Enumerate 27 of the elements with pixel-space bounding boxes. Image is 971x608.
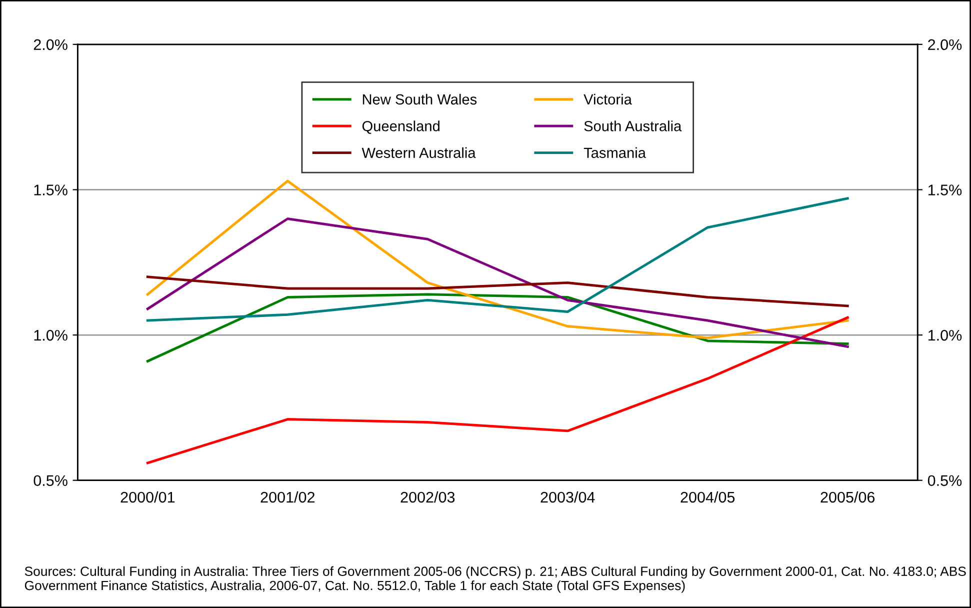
legend-label: Tasmania — [584, 147, 646, 158]
legend-label: New South Wales — [362, 94, 477, 105]
legend-label: Queensland — [362, 120, 440, 134]
y-tick-label: 1.5% — [34, 184, 68, 196]
legend-label: Western Australia — [362, 147, 476, 158]
x-tick-label: 2005/06 — [820, 491, 875, 503]
x-tick-label: 2003/04 — [540, 491, 595, 503]
line-series — [146, 293, 849, 362]
y-tick-label: 1.0% — [34, 330, 68, 341]
line-series — [146, 197, 849, 322]
x-tick-label: 2000/01 — [120, 491, 175, 503]
line-series — [146, 180, 849, 340]
legend-label: Victoria — [584, 94, 632, 105]
x-tick-label: 2004/05 — [680, 491, 735, 503]
legend-label: South Australia — [584, 120, 682, 132]
y-tick-label: 2.0% — [34, 39, 68, 50]
y-tick-label: 0.5% — [34, 475, 68, 486]
y2-tick-label: 2.0% — [928, 39, 962, 50]
y2-tick-label: 0.5% — [928, 475, 962, 486]
line-series — [146, 276, 849, 308]
y2-tick-label: 1.5% — [928, 184, 962, 196]
y2-tick-label: 1.0% — [928, 330, 962, 341]
x-tick-label: 2002/03 — [400, 491, 455, 503]
x-tick-label: 2001/02 — [260, 491, 315, 503]
line-series — [146, 316, 849, 464]
source-note: Sources: Cultural Funding in Australia: Three Tiers of Government 2005-06 (NCCRS) p. 21; ABS Cultural Funding by Government 2000-01, Cat. No. 4183.0; ABS Government Finance Statistics, Australia, 2006-07, Cat. No. 5512.0, Table 1 for each State (Total GFS Expenses) — [24, 566, 966, 593]
line-series — [146, 218, 849, 348]
